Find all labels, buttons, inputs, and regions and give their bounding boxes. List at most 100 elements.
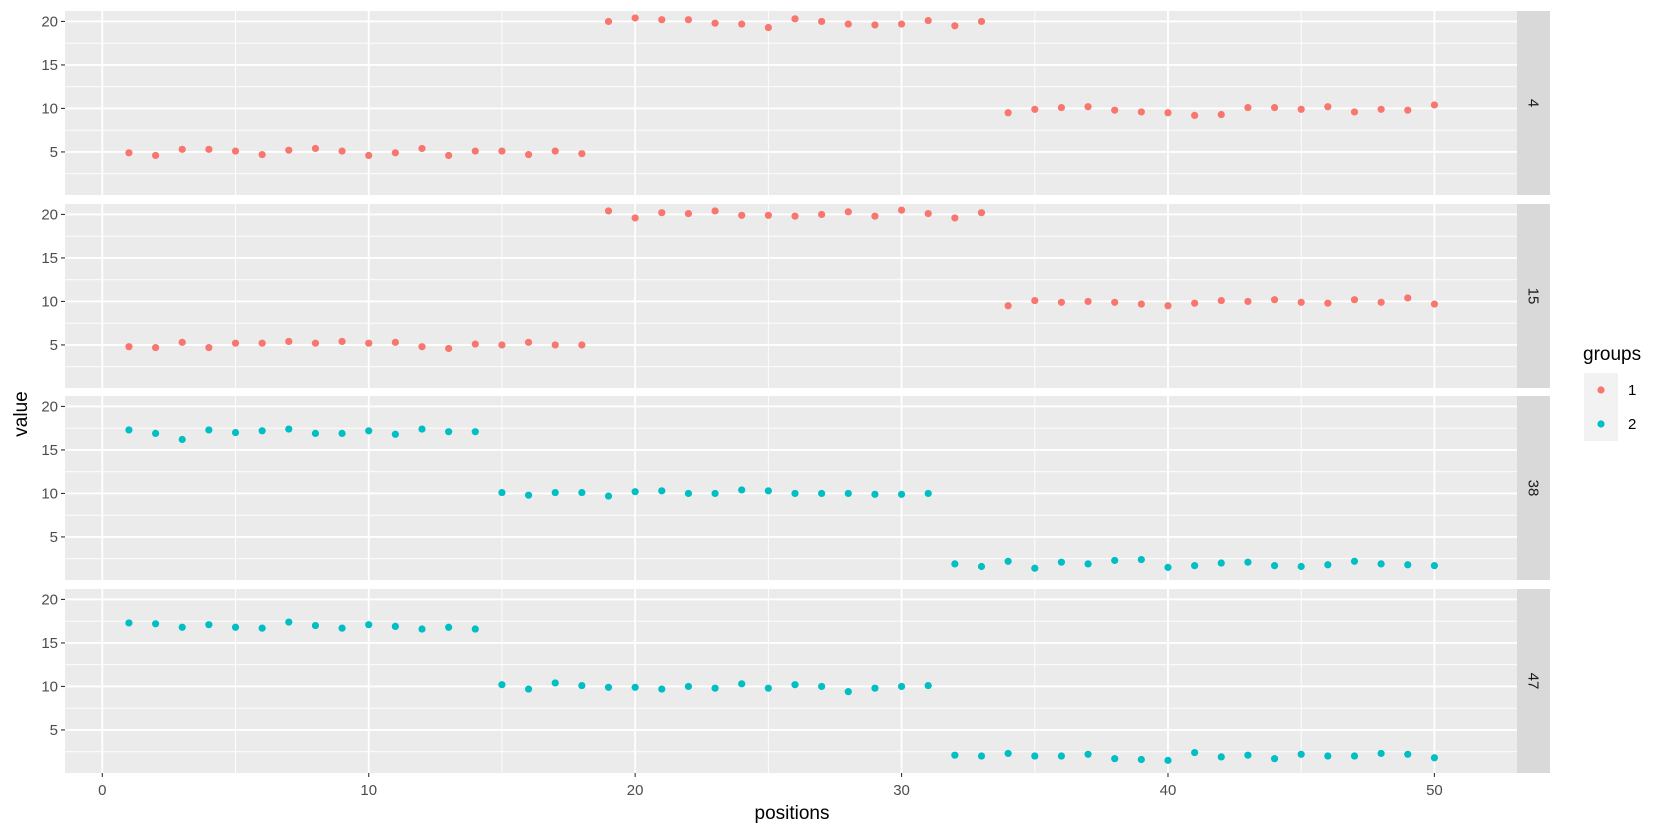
data-point [1270, 755, 1279, 763]
data-point [1004, 557, 1012, 565]
data-point [1164, 756, 1172, 764]
data-point [471, 625, 479, 633]
data-point [897, 20, 906, 28]
data-point [897, 490, 906, 498]
data-point [258, 427, 266, 435]
data-point [524, 491, 533, 499]
data-point [365, 151, 373, 160]
data-point [604, 492, 613, 500]
data-point [418, 425, 426, 433]
data-point [285, 146, 293, 154]
y-tick-label: 5 [50, 337, 58, 354]
data-point [551, 341, 559, 349]
data-point [1031, 296, 1039, 305]
legend-title: groups [1583, 344, 1641, 365]
data-point [1084, 297, 1092, 306]
data-point [791, 681, 799, 689]
panel-background [65, 204, 1517, 388]
data-point [1297, 750, 1305, 758]
data-point [631, 14, 639, 22]
data-point [1377, 298, 1385, 306]
data-point [791, 15, 799, 23]
data-point [1111, 298, 1119, 306]
y-tick-label: 20 [41, 206, 58, 223]
data-point [1057, 752, 1066, 760]
data-point [578, 681, 586, 690]
data-point [1137, 300, 1145, 308]
data-point [1350, 752, 1359, 760]
data-point [311, 144, 320, 153]
data-point [1137, 108, 1145, 116]
data-point [951, 751, 959, 759]
data-point [711, 489, 719, 498]
data-point [1164, 302, 1172, 310]
x-tick-label: 40 [1160, 782, 1177, 799]
data-point [1244, 297, 1252, 306]
data-point [231, 339, 240, 347]
data-point [178, 145, 186, 153]
data-point [738, 211, 746, 219]
data-point [604, 207, 613, 215]
data-point [338, 624, 346, 632]
data-point [551, 679, 559, 687]
data-point [258, 339, 266, 347]
data-point [551, 147, 559, 155]
data-point [604, 17, 613, 26]
data-point [1350, 557, 1359, 565]
y-tick-label: 5 [50, 144, 58, 161]
data-point [498, 147, 506, 155]
data-point [1217, 559, 1225, 567]
data-point [524, 150, 533, 159]
facet-panel-15: 5 10 15 20 15 [41, 204, 1550, 388]
data-point [951, 22, 959, 30]
facet-strip [1517, 204, 1550, 388]
data-point [924, 681, 932, 690]
data-point [418, 144, 426, 153]
facet-strip-label: 4 [1525, 99, 1542, 107]
facet-strip-label: 15 [1525, 288, 1542, 305]
data-point [738, 486, 746, 494]
data-point [285, 425, 293, 433]
data-point [1004, 302, 1012, 310]
data-point [578, 341, 586, 349]
data-point [1164, 109, 1172, 117]
data-point [1297, 105, 1305, 113]
panel-background [65, 396, 1517, 580]
data-point [1191, 748, 1199, 757]
legend-label-1: 1 [1628, 382, 1636, 399]
legend-keys-background [1584, 373, 1618, 441]
data-point [1137, 555, 1145, 564]
facet-panel-38: 5 10 15 20 38 [41, 396, 1550, 580]
data-point [1191, 111, 1199, 119]
x-tick-label: 20 [627, 782, 644, 799]
data-point [871, 684, 879, 692]
data-point [1377, 749, 1385, 758]
y-tick-label: 15 [41, 250, 58, 267]
data-point [1057, 558, 1066, 566]
data-point [471, 428, 479, 436]
facet-strip-label: 47 [1525, 673, 1542, 690]
data-point [578, 488, 586, 497]
data-point [391, 622, 399, 631]
panel-background [65, 589, 1517, 773]
data-point [205, 621, 213, 629]
data-point [1084, 750, 1092, 758]
data-point [1191, 562, 1199, 570]
facet-strip [1517, 396, 1550, 580]
data-point [871, 490, 879, 498]
legend-key-2 [1597, 420, 1605, 428]
data-point [684, 489, 693, 498]
data-point [178, 623, 186, 631]
data-point [658, 209, 666, 217]
data-point [951, 560, 959, 568]
data-point [311, 621, 320, 630]
data-point [498, 488, 506, 497]
data-point [604, 683, 613, 691]
data-point [631, 488, 639, 496]
data-point [738, 680, 746, 688]
y-tick-label: 5 [50, 722, 58, 739]
data-point [445, 623, 453, 631]
facet-panels: 5 10 15 20 4 5 10 15 20 15 5 10 15 20 38 5 10 15 20 47 [41, 11, 1550, 773]
data-point [711, 19, 719, 27]
data-point [231, 428, 240, 437]
